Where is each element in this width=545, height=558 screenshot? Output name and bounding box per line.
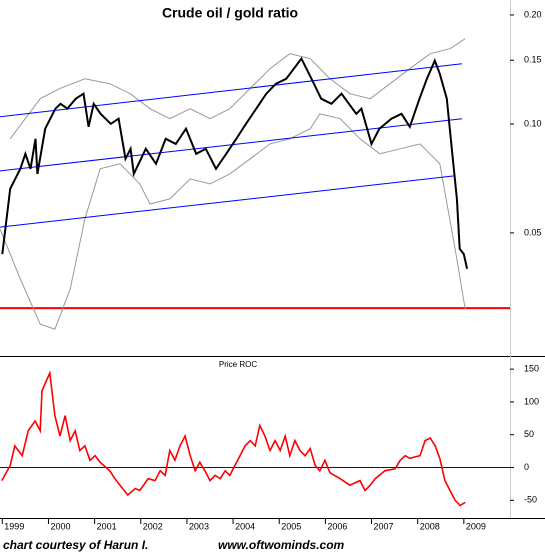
- y-tick-label: 0: [524, 462, 529, 472]
- x-tick-label: 2008: [420, 521, 440, 531]
- source: www.oftwominds.com: [218, 538, 345, 552]
- x-tick-label: 1999: [4, 521, 24, 531]
- y-tick-label: 150: [524, 364, 539, 374]
- x-tick-label: 2009: [466, 521, 486, 531]
- chart-title: Price ROC: [219, 360, 257, 369]
- y-tick-label: 0.10: [524, 118, 542, 128]
- y-tick-label: 0.20: [524, 9, 542, 19]
- series-line: [1, 56, 469, 270]
- x-tick-label: 2005: [281, 521, 301, 531]
- x-tick-label: 2006: [327, 521, 347, 531]
- y-tick-label: -50: [524, 495, 537, 505]
- x-tick-label: 2007: [374, 521, 394, 531]
- series-line: [0, 175, 456, 228]
- y-tick-label: 0.05: [524, 227, 542, 237]
- x-tick-label: 2003: [189, 521, 209, 531]
- x-tick-label: 2001: [97, 521, 117, 531]
- y-tick-label: 0.15: [524, 55, 542, 65]
- x-tick-label: 2000: [50, 521, 70, 531]
- y-tick-label: 100: [524, 396, 539, 406]
- chart-title: Crude oil / gold ratio: [162, 5, 298, 21]
- series-line: [0, 63, 463, 118]
- series-line: [0, 118, 463, 172]
- series-line: [1, 370, 466, 507]
- series-line: [0, 113, 466, 330]
- credit: chart courtesy of Harun I.: [3, 538, 148, 552]
- y-tick-label: 50: [524, 429, 534, 439]
- x-tick-label: 2004: [235, 521, 255, 531]
- x-tick-label: 2002: [143, 521, 163, 531]
